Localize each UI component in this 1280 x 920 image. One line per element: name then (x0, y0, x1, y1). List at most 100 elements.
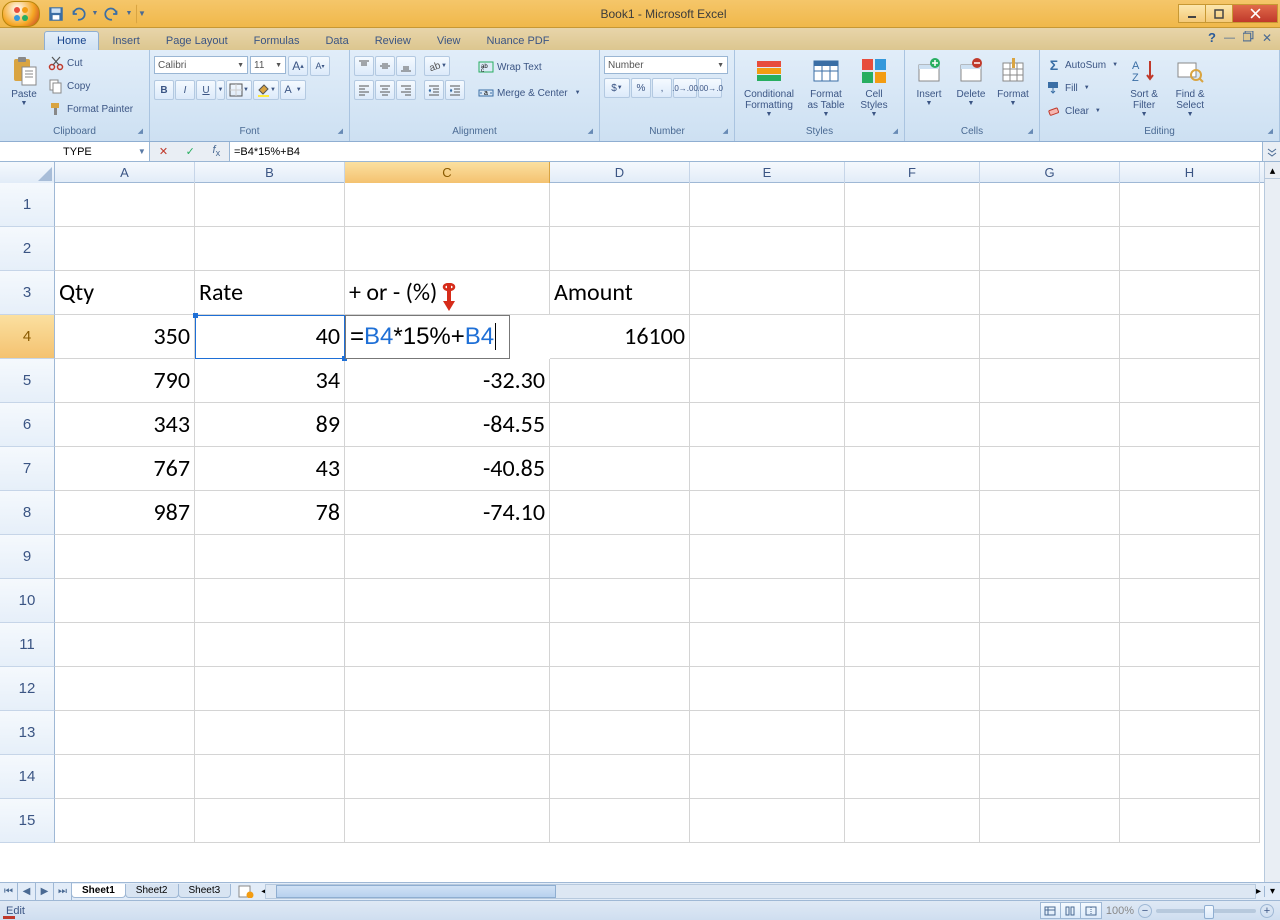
autosum-button[interactable]: ΣAutoSum▼ (1044, 54, 1120, 76)
cell-H9[interactable] (1120, 535, 1260, 579)
formula-input[interactable]: =B4*15%+B4 (230, 142, 1262, 161)
cell-F12[interactable] (845, 667, 980, 711)
cell-A11[interactable] (55, 623, 195, 667)
cut-button[interactable]: Cut (46, 52, 135, 74)
cell-B5[interactable]: 34 (195, 359, 345, 403)
col-header-B[interactable]: B (195, 162, 345, 183)
merge-center-button[interactable]: aMerge & Center▼ (476, 82, 583, 104)
formula-bar-expand[interactable] (1262, 142, 1280, 161)
close-button[interactable] (1232, 4, 1278, 23)
cell-D14[interactable] (550, 755, 690, 799)
cell-A12[interactable] (55, 667, 195, 711)
cell-F5[interactable] (845, 359, 980, 403)
row-header-5[interactable]: 5 (0, 359, 55, 403)
worksheet-grid[interactable]: ABCDEFGH 123456789101112131415 QtyRate+ … (0, 162, 1280, 882)
tab-home[interactable]: Home (44, 31, 99, 50)
cell-G2[interactable] (980, 227, 1120, 271)
cell-C4[interactable]: =B4*15%+B4 (345, 315, 510, 359)
col-header-G[interactable]: G (980, 162, 1120, 183)
tab-insert[interactable]: Insert (99, 31, 153, 50)
row-header-8[interactable]: 8 (0, 491, 55, 535)
row-header-1[interactable]: 1 (0, 183, 55, 227)
cell-G9[interactable] (980, 535, 1120, 579)
cell-G10[interactable] (980, 579, 1120, 623)
cell-E7[interactable] (690, 447, 845, 491)
insert-cells-button[interactable]: Insert▼ (909, 52, 949, 111)
cell-C5[interactable]: -32.30 (345, 359, 550, 403)
cell-E11[interactable] (690, 623, 845, 667)
cell-E4[interactable] (690, 315, 845, 359)
tab-nuance-pdf[interactable]: Nuance PDF (473, 31, 562, 50)
row-header-2[interactable]: 2 (0, 227, 55, 271)
cell-H5[interactable] (1120, 359, 1260, 403)
accounting-format-button[interactable]: $▼ (604, 78, 630, 98)
wrap-text-button[interactable]: abcWrap Text (476, 56, 583, 78)
cell-H15[interactable] (1120, 799, 1260, 843)
cell-B11[interactable] (195, 623, 345, 667)
underline-button[interactable]: U (196, 80, 216, 100)
zoom-slider[interactable] (1156, 909, 1256, 913)
cell-D5[interactable] (550, 359, 690, 403)
tab-page-layout[interactable]: Page Layout (153, 31, 241, 50)
tab-view[interactable]: View (424, 31, 474, 50)
cell-B2[interactable] (195, 227, 345, 271)
cell-F2[interactable] (845, 227, 980, 271)
cell-F4[interactable] (845, 315, 980, 359)
minimize-button[interactable] (1178, 4, 1206, 23)
align-left-button[interactable] (354, 80, 374, 100)
cell-A3[interactable]: Qty (55, 271, 195, 315)
sort-filter-button[interactable]: AZSort & Filter▼ (1122, 52, 1166, 122)
border-button[interactable]: ▼ (226, 80, 252, 100)
cell-B10[interactable] (195, 579, 345, 623)
cell-D12[interactable] (550, 667, 690, 711)
cell-E8[interactable] (690, 491, 845, 535)
qat-customize[interactable]: ▼ (136, 4, 148, 24)
cell-H8[interactable] (1120, 491, 1260, 535)
fill-color-button[interactable]: ▼ (253, 80, 279, 100)
cell-C15[interactable] (345, 799, 550, 843)
row-header-3[interactable]: 3 (0, 271, 55, 315)
hscroll-thumb[interactable] (276, 885, 556, 898)
cell-D2[interactable] (550, 227, 690, 271)
font-name-combo[interactable]: Calibri▼ (154, 56, 248, 74)
cell-F7[interactable] (845, 447, 980, 491)
cell-H12[interactable] (1120, 667, 1260, 711)
cell-A1[interactable] (55, 183, 195, 227)
cell-E2[interactable] (690, 227, 845, 271)
inc-indent-button[interactable] (445, 80, 465, 100)
cell-F11[interactable] (845, 623, 980, 667)
cell-E5[interactable] (690, 359, 845, 403)
qat-undo-menu[interactable]: ▼ (90, 4, 100, 24)
cell-A2[interactable] (55, 227, 195, 271)
col-header-D[interactable]: D (550, 162, 690, 183)
cell-B3[interactable]: Rate (195, 271, 345, 315)
cell-E1[interactable] (690, 183, 845, 227)
cell-F6[interactable] (845, 403, 980, 447)
cell-G12[interactable] (980, 667, 1120, 711)
cell-H6[interactable] (1120, 403, 1260, 447)
cell-B6[interactable]: 89 (195, 403, 345, 447)
orientation-button[interactable]: ab▼ (424, 56, 450, 76)
cell-B4[interactable]: 40 (195, 315, 345, 359)
format-painter-button[interactable]: Format Painter (46, 98, 135, 120)
grow-font-button[interactable]: A▴ (288, 56, 308, 76)
sheet-tab-sheet2[interactable]: Sheet2 (125, 884, 179, 898)
row-header-4[interactable]: 4 (0, 315, 55, 359)
cell-A8[interactable]: 987 (55, 491, 195, 535)
tab-data[interactable]: Data (312, 31, 361, 50)
format-as-table-button[interactable]: Format as Table▼ (801, 52, 851, 122)
cell-H3[interactable] (1120, 271, 1260, 315)
cell-A7[interactable]: 767 (55, 447, 195, 491)
cell-D7[interactable] (550, 447, 690, 491)
font-color-button[interactable]: A▼ (280, 80, 306, 100)
col-header-F[interactable]: F (845, 162, 980, 183)
cancel-formula-button[interactable]: ✕ (159, 145, 168, 158)
cell-C9[interactable] (345, 535, 550, 579)
office-button[interactable] (2, 1, 40, 27)
align-right-button[interactable] (396, 80, 416, 100)
find-select-button[interactable]: Find & Select▼ (1168, 52, 1212, 122)
vertical-scrollbar[interactable]: ▴ (1264, 162, 1280, 882)
cell-D10[interactable] (550, 579, 690, 623)
row-header-13[interactable]: 13 (0, 711, 55, 755)
cell-E15[interactable] (690, 799, 845, 843)
